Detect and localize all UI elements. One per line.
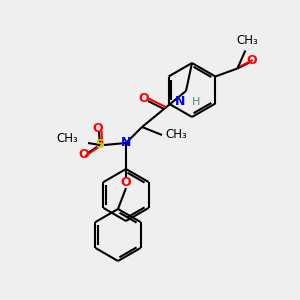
- Text: N: N: [175, 95, 185, 108]
- Text: O: O: [121, 176, 131, 190]
- Text: O: O: [139, 92, 149, 106]
- Text: CH₃: CH₃: [56, 133, 78, 146]
- Text: O: O: [246, 54, 257, 67]
- Text: S: S: [95, 139, 104, 152]
- Text: H: H: [192, 97, 200, 107]
- Text: CH₃: CH₃: [236, 34, 258, 46]
- Text: O: O: [93, 122, 103, 136]
- Text: O: O: [79, 148, 89, 161]
- Text: CH₃: CH₃: [165, 128, 187, 142]
- Text: N: N: [121, 136, 131, 149]
